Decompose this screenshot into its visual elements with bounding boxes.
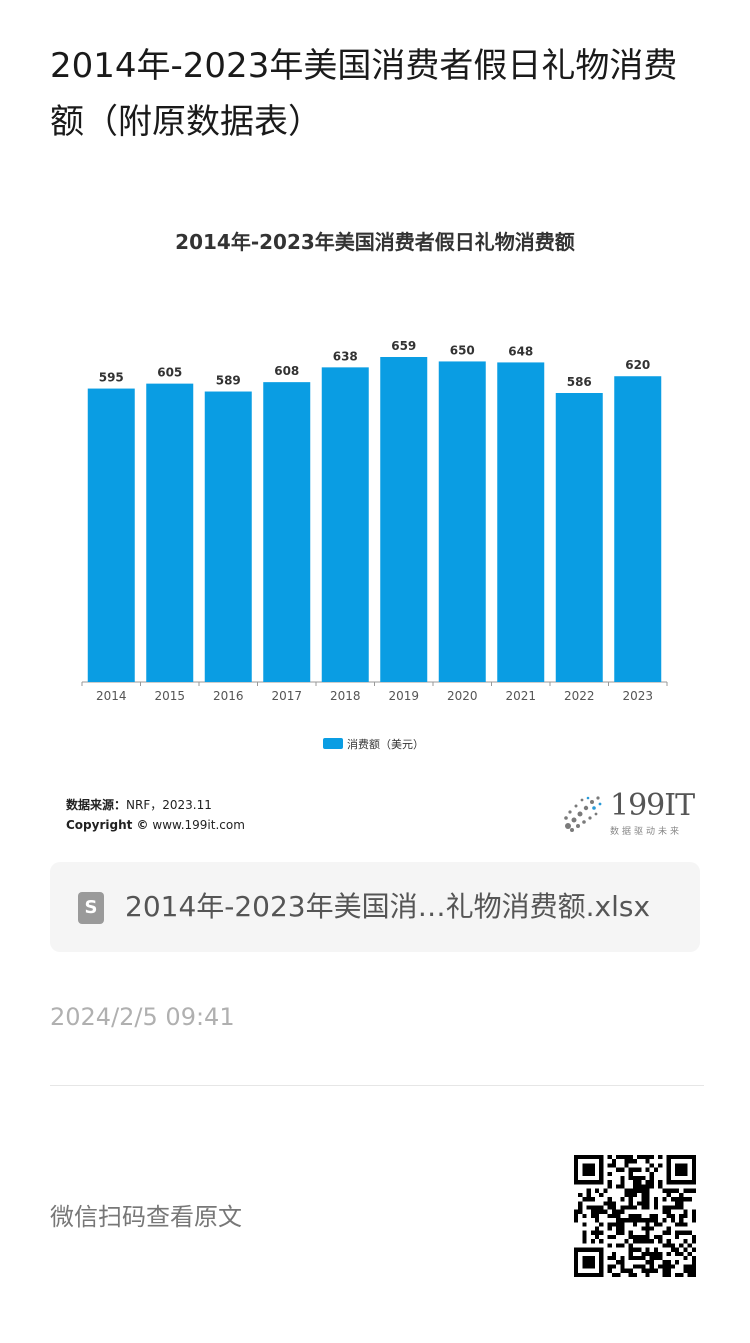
bar-2023 xyxy=(614,376,662,682)
source-value: NRF，2023.11 xyxy=(126,798,212,812)
x-tick-label-2015: 2015 xyxy=(154,689,185,703)
bar-2016 xyxy=(204,391,252,682)
article-title: 2014年-2023年美国消费者假日礼物消费额（附原数据表） xyxy=(50,46,678,142)
data-label-2020: 650 xyxy=(450,343,475,357)
data-label-2016: 589 xyxy=(216,374,241,388)
copyright-label: Copyright © xyxy=(66,818,149,832)
logo-mark-icon xyxy=(564,796,602,832)
bar-2020 xyxy=(438,361,486,682)
divider xyxy=(50,1085,704,1086)
chart-card: 2014年-2023年美国消费者假日礼物消费额 595 2014 605 2015 589… xyxy=(50,210,700,850)
bar-2015 xyxy=(146,383,194,682)
bar-2021 xyxy=(497,362,545,682)
attachment-filename[interactable]: 2014年-2023年美国消…礼物消费额.xlsx xyxy=(125,890,651,923)
x-tick-label-2019: 2019 xyxy=(388,689,419,703)
spreadsheet-icon: S xyxy=(78,892,104,924)
logo-199it: 199IT 数据驱动未来 xyxy=(558,788,698,838)
bar-2017 xyxy=(263,382,311,682)
x-tick-label-2018: 2018 xyxy=(330,689,361,703)
x-tick-label-2022: 2022 xyxy=(564,689,595,703)
data-label-2015: 605 xyxy=(157,366,182,380)
data-label-2019: 659 xyxy=(391,339,416,353)
legend-swatch xyxy=(323,738,343,749)
data-label-2021: 648 xyxy=(508,344,533,358)
data-label-2017: 608 xyxy=(274,364,299,378)
qr-hint: 微信扫码查看原文 xyxy=(50,1203,242,1231)
bar-2018 xyxy=(321,367,369,682)
x-tick-label-2021: 2021 xyxy=(505,689,536,703)
bar-2022 xyxy=(555,393,603,682)
chart-title: 2014年-2023年美国消费者假日礼物消费额 xyxy=(175,230,575,254)
data-label-2023: 620 xyxy=(625,358,650,372)
data-label-2022: 586 xyxy=(567,375,592,389)
qr-code-icon[interactable] xyxy=(574,1155,696,1277)
data-label-2018: 638 xyxy=(333,349,358,363)
source-block: 数据来源：NRF，2023.11 Copyright © www.199it.c… xyxy=(66,795,245,835)
x-tick-label-2016: 2016 xyxy=(213,689,244,703)
legend-label: 消费额（美元） xyxy=(347,737,424,751)
source-label: 数据来源： xyxy=(66,798,127,812)
bar-chart: 2014年-2023年美国消费者假日礼物消费额 595 2014 605 2015 589… xyxy=(81,230,668,751)
logo-text: 199IT xyxy=(610,788,695,823)
x-tick-label-2017: 2017 xyxy=(271,689,302,703)
bar-2014 xyxy=(87,388,135,682)
attachment-card[interactable]: S 2014年-2023年美国消…礼物消费额.xlsx xyxy=(50,862,700,952)
copyright-value: www.199it.com xyxy=(152,818,245,832)
publish-timestamp: 2024/2/5 09:41 xyxy=(50,1003,235,1031)
x-tick-label-2020: 2020 xyxy=(447,689,478,703)
x-tick-label-2023: 2023 xyxy=(622,689,653,703)
logo-tagline: 数据驱动未来 xyxy=(610,827,683,837)
bar-2019 xyxy=(380,357,428,682)
data-label-2014: 595 xyxy=(99,371,124,385)
x-tick-label-2014: 2014 xyxy=(96,689,127,703)
